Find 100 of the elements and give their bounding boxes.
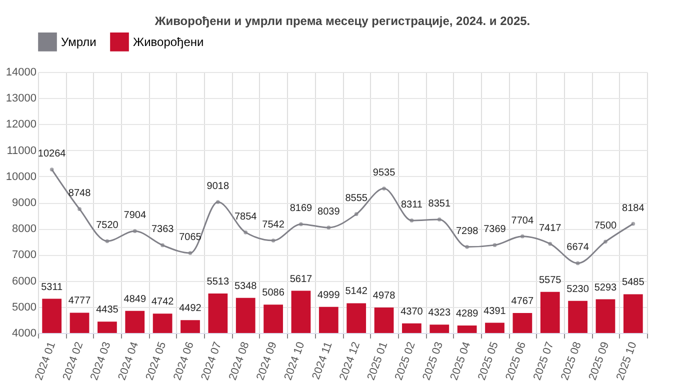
data-label: 7500 <box>594 220 618 232</box>
x-tick-label: 2025 08 <box>559 340 584 382</box>
point <box>382 186 386 190</box>
x-tick-label: 2025 07 <box>531 340 556 382</box>
data-label: 5575 <box>538 274 562 286</box>
data-label: 7854 <box>234 211 258 222</box>
point <box>492 243 497 247</box>
point <box>520 234 524 238</box>
data-label: 4767 <box>511 296 534 307</box>
data-label: 5617 <box>290 274 313 285</box>
y-tick-label: 14000 <box>6 66 36 78</box>
data-label: 8169 <box>290 203 313 214</box>
data-label: 7542 <box>262 220 285 231</box>
point <box>631 222 636 226</box>
data-label: 4370 <box>400 306 424 318</box>
point <box>326 226 331 230</box>
data-label: 4323 <box>428 308 451 319</box>
point <box>132 229 137 234</box>
data-label: 7904 <box>124 210 146 222</box>
point <box>299 222 303 226</box>
data-label: 8748 <box>68 188 92 200</box>
x-tick-label: 2025 04 <box>448 340 474 382</box>
x-tick-label: 2024 11 <box>310 340 335 382</box>
x-tick-label: 2024 03 <box>88 340 114 382</box>
data-label: 5485 <box>622 277 645 288</box>
point <box>50 168 54 172</box>
data-label: 7298 <box>456 226 479 237</box>
x-tick-label: 2024 05 <box>144 340 169 382</box>
x-tick-label: 2025 06 <box>504 340 529 382</box>
point <box>78 207 82 212</box>
data-label: 5311 <box>41 282 64 293</box>
point <box>244 230 248 234</box>
data-label: 5293 <box>594 282 618 294</box>
data-label: 7369 <box>484 224 506 236</box>
point <box>105 239 110 244</box>
y-tick-label: 5000 <box>12 301 36 314</box>
y-tick-label: 4000 <box>12 328 36 340</box>
data-label: 4435 <box>96 304 119 316</box>
x-tick-label: 2025 09 <box>586 340 612 382</box>
x-tick-label: 2025 02 <box>392 340 418 382</box>
x-tick-label: 2025 01 <box>365 340 390 382</box>
legend-label: Живорођени <box>133 34 204 49</box>
y-tick-label: 9000 <box>12 197 36 209</box>
data-label: 4999 <box>318 290 340 301</box>
data-label: 4849 <box>124 294 146 305</box>
data-label: 5086 <box>262 288 285 299</box>
data-label: 7363 <box>151 224 174 236</box>
data-label: 5348 <box>234 280 258 292</box>
data-label: 4777 <box>68 296 92 307</box>
point <box>576 261 580 266</box>
data-label: 8351 <box>428 198 451 210</box>
legend-label: Умрли <box>61 34 96 49</box>
data-label: 4289 <box>456 308 479 320</box>
x-tick-label: 2024 02 <box>60 340 86 382</box>
x-tick-label: 2025 10 <box>614 340 640 382</box>
x-tick-label: 2024 01 <box>33 340 58 382</box>
data-label: 7520 <box>96 220 119 232</box>
data-label: 8311 <box>400 199 423 210</box>
point <box>160 243 165 248</box>
point <box>271 238 276 242</box>
y-tick-label: 8000 <box>12 223 36 236</box>
y-tick-label: 13000 <box>6 92 36 105</box>
data-label: 10264 <box>38 148 66 160</box>
point <box>604 240 608 244</box>
point <box>465 244 470 249</box>
x-tick-label: 2024 06 <box>172 340 196 382</box>
chart-title: Живорођени и умрли према месецу регистрације, 2024. и 2025. <box>154 14 530 28</box>
point <box>216 200 220 204</box>
data-label: 7704 <box>511 215 534 226</box>
point <box>548 242 552 246</box>
x-tick-label: 2025 03 <box>420 340 446 382</box>
data-label: 8555 <box>345 193 368 204</box>
data-label: 7417 <box>538 222 562 234</box>
data-label: 4492 <box>179 303 202 314</box>
point <box>188 251 192 255</box>
data-label: 9018 <box>206 181 230 192</box>
x-tick-label: 2024 12 <box>338 340 362 382</box>
data-label: 8184 <box>622 202 645 214</box>
y-tick-label: 6000 <box>12 275 36 288</box>
point <box>410 218 414 222</box>
data-label: 9535 <box>372 168 396 179</box>
data-label: 5513 <box>206 276 230 288</box>
data-label: 4978 <box>372 290 396 302</box>
x-tick-label: 2024 07 <box>199 340 224 382</box>
x-tick-label: 2025 05 <box>476 340 501 382</box>
x-tick-label: 2024 04 <box>116 340 142 382</box>
data-label: 6674 <box>566 242 590 254</box>
x-tick-label: 2024 08 <box>226 340 252 382</box>
y-tick-label: 7000 <box>12 249 36 262</box>
data-label: 5230 <box>566 284 590 295</box>
point <box>354 212 358 216</box>
data-label: 4742 <box>151 296 174 308</box>
point <box>437 218 442 222</box>
data-label: 4391 <box>484 306 506 317</box>
y-tick-label: 12000 <box>6 118 36 131</box>
x-tick-label: 2024 10 <box>282 340 308 382</box>
x-tick-label: 2024 09 <box>254 340 280 382</box>
y-tick-label: 11000 <box>6 144 36 157</box>
data-label: 8039 <box>318 206 340 218</box>
data-label: 5142 <box>345 286 368 298</box>
